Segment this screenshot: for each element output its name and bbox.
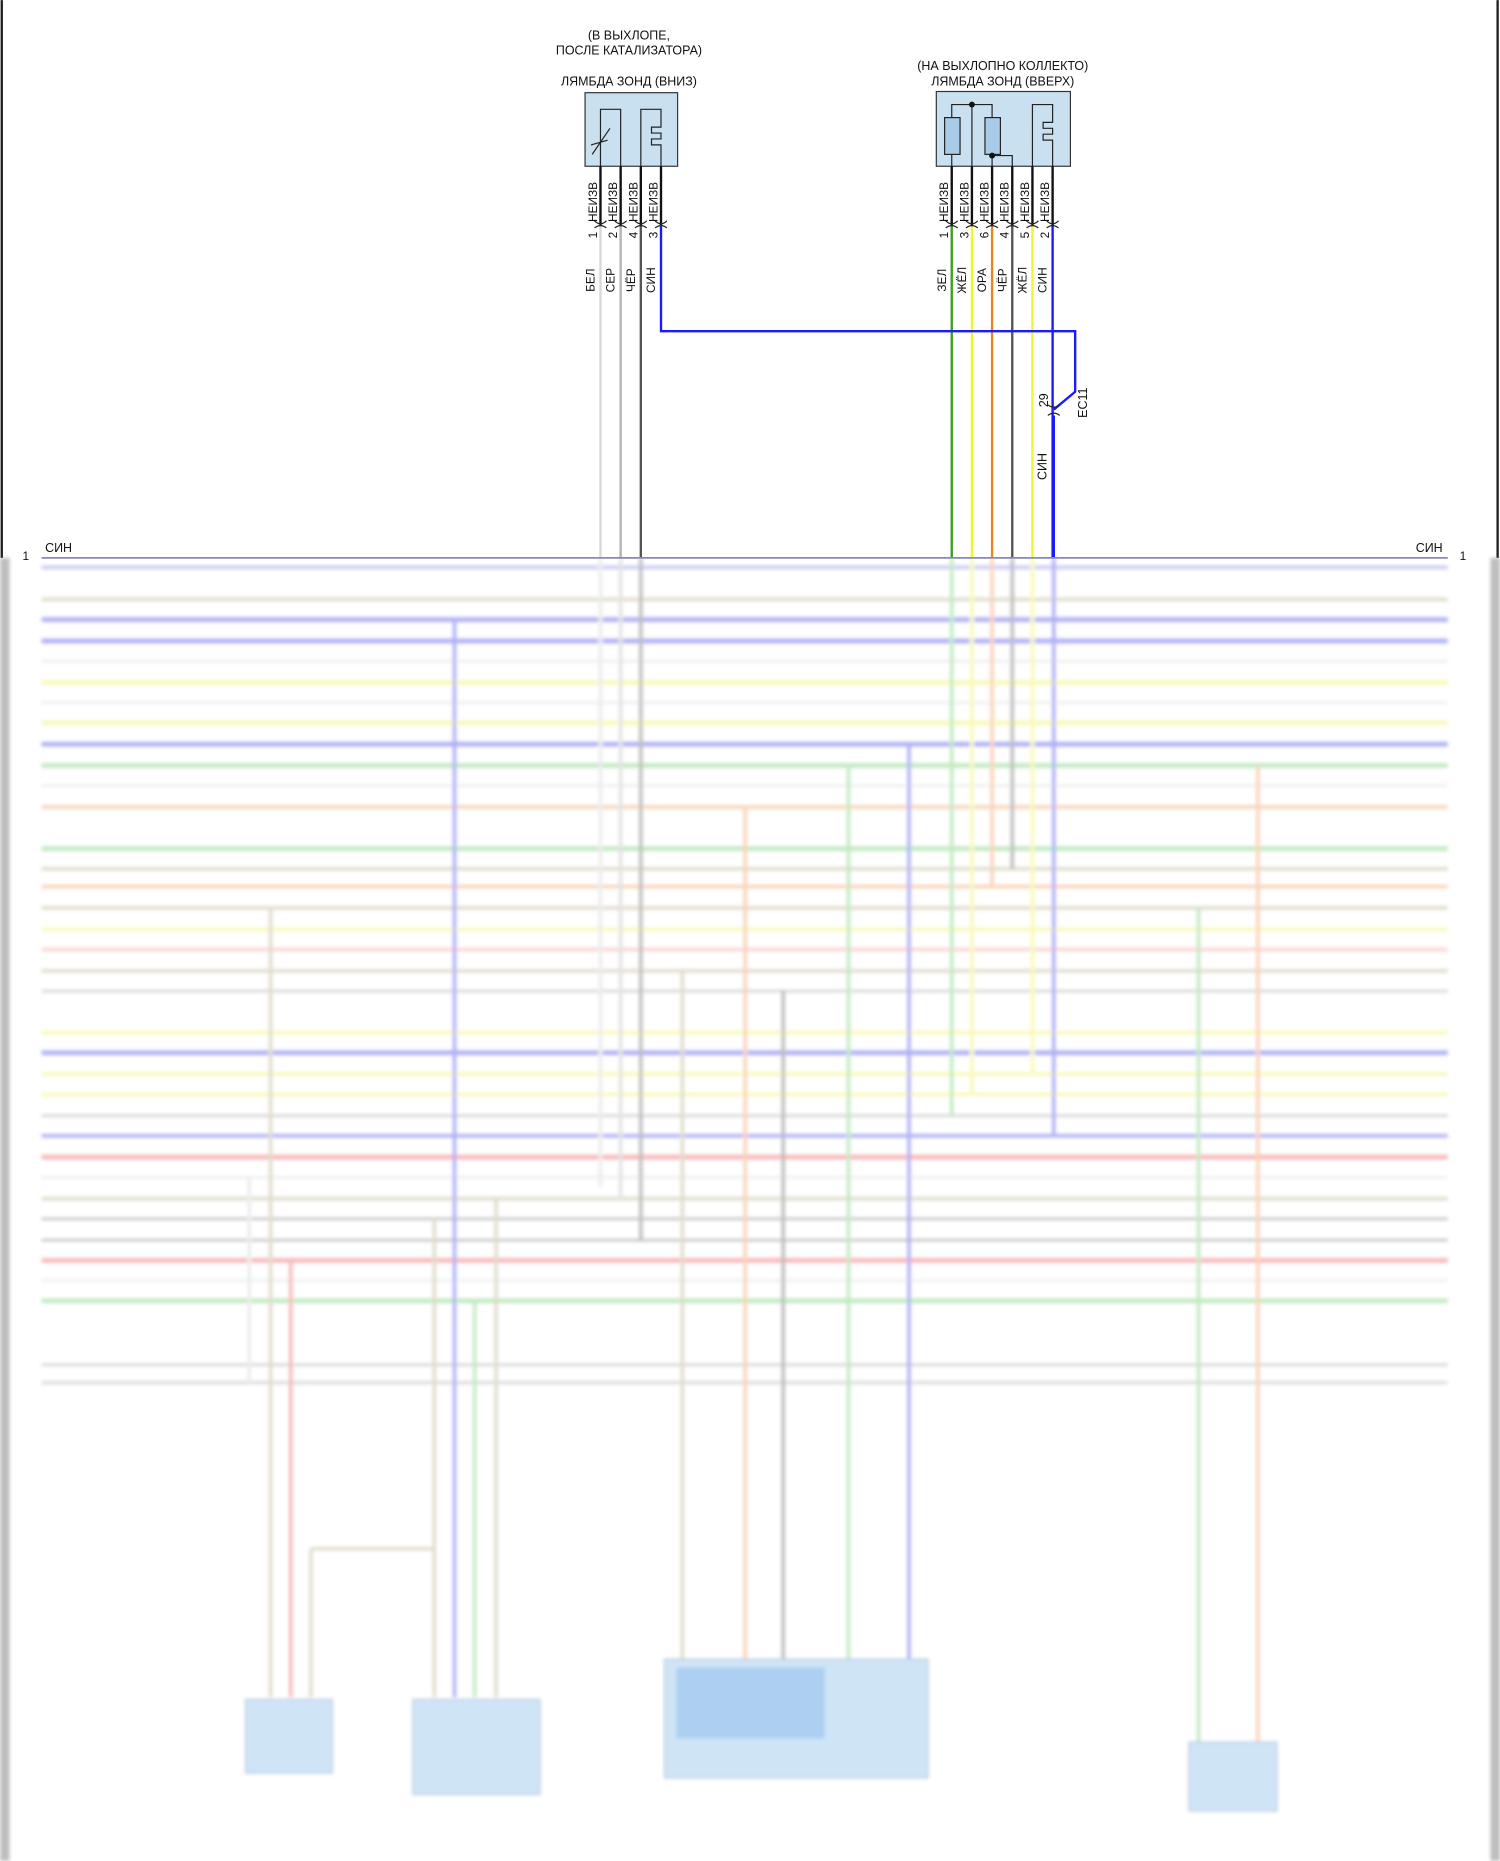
variable-resistor-icon xyxy=(590,127,611,155)
sensor-down-title: ЛЯМБДА ЗОНД (ВНИЗ) xyxy=(561,75,697,89)
bus-left-pin: 1 xyxy=(23,549,30,563)
bus-left-label: СИН xyxy=(45,541,72,555)
pin-type: НЕИЗВ xyxy=(606,182,620,222)
bus-right-pin: 1 xyxy=(1460,549,1467,563)
blurred-wiring-section xyxy=(0,557,1500,1861)
sensor-resistor-element xyxy=(599,108,622,167)
pin-number: 4 xyxy=(998,231,1012,238)
pin-type: НЕИЗВ xyxy=(998,182,1012,222)
pin-connector-symbol xyxy=(634,220,648,229)
pin-connector-symbol xyxy=(965,220,979,229)
wire-color-label: ЗЕЛ xyxy=(935,269,949,292)
ec11-pin: 29 xyxy=(1037,393,1051,407)
wire-color-label: ЖЁЛ xyxy=(955,267,969,294)
blurred-component xyxy=(245,1698,333,1774)
cell-element-2 xyxy=(984,117,1001,155)
lambda-sensor-downstream: (В ВЫХЛОПЕ, ПОСЛЕ КАТАЛИЗАТОРА) ЛЯМБДА З… xyxy=(556,28,702,167)
pin-connector-symbol xyxy=(1026,220,1039,229)
ec11-wire-color: СИН xyxy=(1036,453,1050,480)
wire-color-label: СИН xyxy=(644,267,658,293)
pin-type: НЕИЗВ xyxy=(1038,182,1052,222)
ec11-name: EC11 xyxy=(1076,388,1090,418)
pin-number: 3 xyxy=(646,231,660,238)
pin-number: 2 xyxy=(1038,232,1052,239)
pin-number: 2 xyxy=(606,232,620,239)
sensor-down-note-1: (В ВЫХЛОПЕ, xyxy=(588,28,670,42)
cell-element-1 xyxy=(944,117,961,155)
sensor-wires: НЕИЗВ 1 БЕЛ НЕИЗВ 2 СЕР НЕИЗВ 4 ЧЁР НЕИЗВ 3 СИН НЕИЗ… xyxy=(584,166,1059,558)
wire-color-label: ОРА xyxy=(975,268,989,292)
sensor-up-note: (НА ВЫХЛОПНО КОЛЛЕКТО) xyxy=(917,59,1088,73)
sensor-up-title: ЛЯМБДА ЗОНД (ВВЕРХ) xyxy=(931,75,1074,89)
heater-icon xyxy=(640,108,662,167)
pin-number: 5 xyxy=(1018,231,1032,238)
sensor-down-body xyxy=(584,92,679,167)
pin-type: НЕИЗВ xyxy=(937,182,951,222)
pin-type: НЕИЗВ xyxy=(626,182,640,222)
wire-color-label: СИН xyxy=(1036,267,1050,293)
pin-connector-symbol xyxy=(614,220,628,229)
blurred-component xyxy=(1188,1741,1278,1812)
lambda-sensor-upstream: (НА ВЫХЛОПНО КОЛЛЕКТО) ЛЯМБДА ЗОНД (ВВЕР… xyxy=(917,59,1088,167)
pin-connector-symbol xyxy=(594,220,607,229)
blue-cross-wire xyxy=(659,225,1077,411)
junction-dot xyxy=(989,152,996,159)
pin-connector-symbol xyxy=(1005,220,1019,229)
connector-ec11-symbol xyxy=(1047,404,1061,416)
bus-right-label: СИН xyxy=(1416,541,1443,555)
pin-number: 1 xyxy=(586,231,600,238)
pin-type: НЕИЗВ xyxy=(957,182,971,222)
pin-type: НЕИЗВ xyxy=(586,182,600,222)
pin-number: 4 xyxy=(626,231,640,238)
junction-dot xyxy=(968,101,975,108)
pin-connector-symbol xyxy=(985,220,999,229)
pin-type: НЕИЗВ xyxy=(1018,182,1032,222)
pin-type: НЕИЗВ xyxy=(646,182,660,222)
blurred-component xyxy=(412,1698,541,1796)
wire-color-label: БЕЛ xyxy=(584,268,598,291)
wire-color-label: ЧЁР xyxy=(995,268,1009,292)
pin-connector-symbol xyxy=(945,220,959,229)
pin-connector-symbol xyxy=(1046,220,1059,229)
pin-type: НЕИЗВ xyxy=(978,182,992,222)
wire-color-label: ЖЁЛ xyxy=(1016,267,1030,294)
heater-icon xyxy=(1031,103,1054,167)
pin-number: 3 xyxy=(957,231,971,238)
pin-number: 6 xyxy=(978,231,992,238)
wire-color-label: СЕР xyxy=(604,268,618,292)
pin-number: 1 xyxy=(937,231,951,238)
sensor-down-note-2: ПОСЛЕ КАТАЛИЗАТОРА) xyxy=(556,44,702,58)
wire-color-label: ЧЁР xyxy=(624,268,638,292)
